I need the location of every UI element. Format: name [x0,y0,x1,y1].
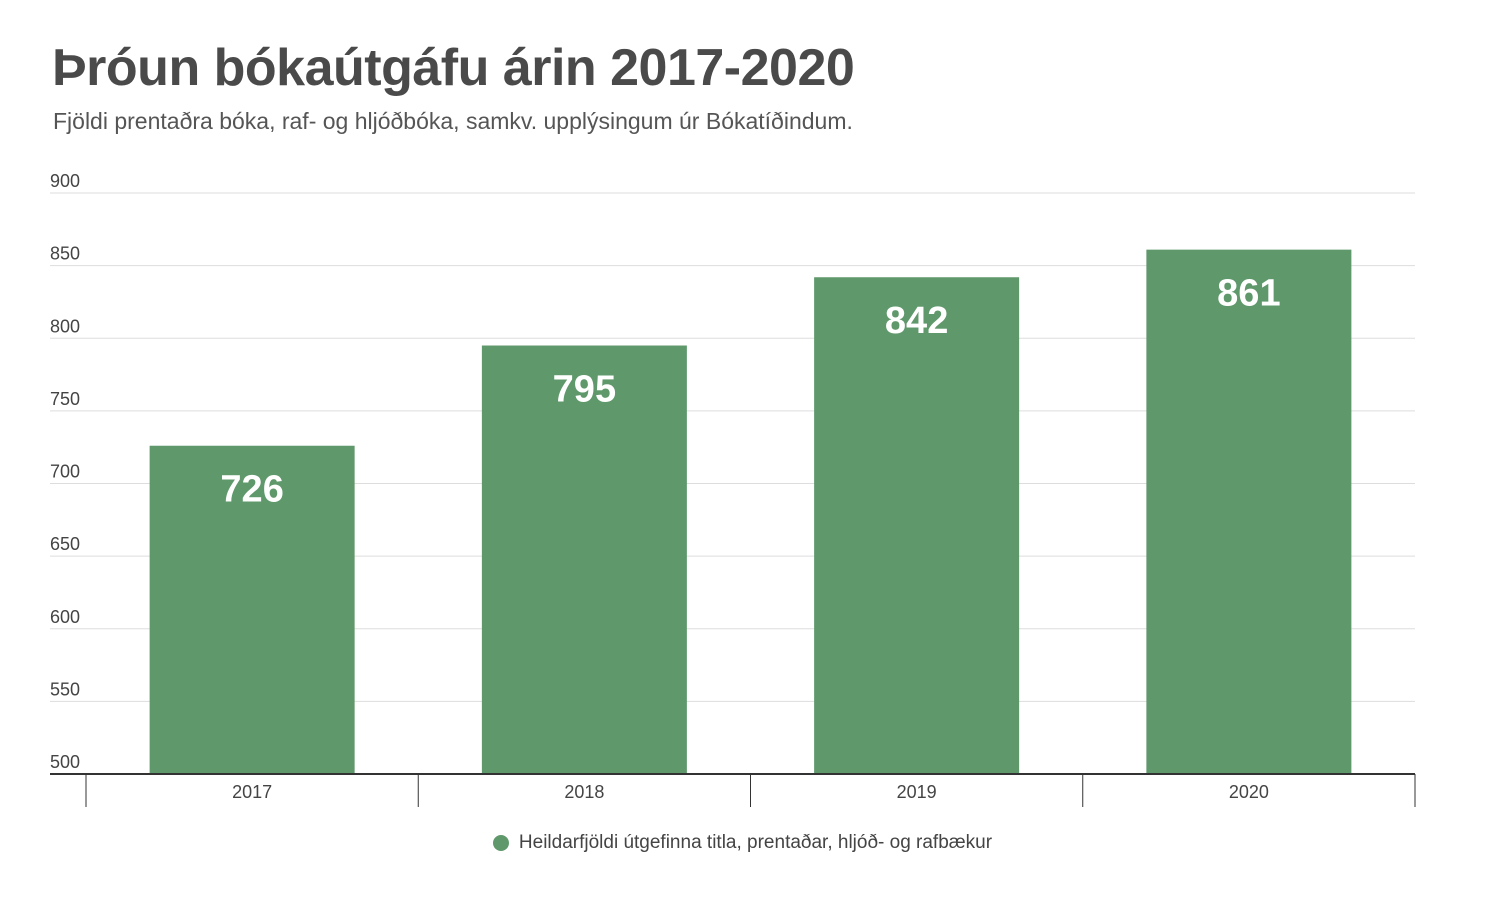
y-tick-label: 550 [50,679,80,699]
y-tick-label: 600 [50,607,80,627]
y-tick-label: 650 [50,534,80,554]
bar [481,345,687,774]
legend-label: Heildarfjöldi útgefinna titla, prentaðar… [518,832,993,853]
data-label: 795 [553,369,616,411]
x-tick-label: 2017 [232,782,272,802]
data-label: 726 [220,469,283,511]
y-tick-label: 500 [50,752,80,772]
y-tick-label: 800 [50,316,80,336]
data-label: 861 [1217,273,1280,315]
y-tick-label: 750 [50,389,80,409]
data-label: 842 [885,300,948,342]
y-tick-label: 700 [50,462,80,482]
x-tick-label: 2018 [564,782,604,802]
chart-subtitle: Fjöldi prentaðra bóka, raf- og hljóðbóka… [53,108,853,134]
y-tick-label: 900 [50,171,80,191]
bar [814,277,1020,774]
x-tick-label: 2019 [897,782,937,802]
legend: Heildarfjöldi útgefinna titla, prentaðar… [0,832,1485,854]
chart-title: Þróun bókaútgáfu árin 2017-2020 [52,39,855,97]
y-tick-label: 850 [50,244,80,264]
x-tick-label: 2020 [1229,782,1269,802]
bar [149,445,355,774]
bar [1146,249,1352,774]
legend-swatch [492,835,509,851]
